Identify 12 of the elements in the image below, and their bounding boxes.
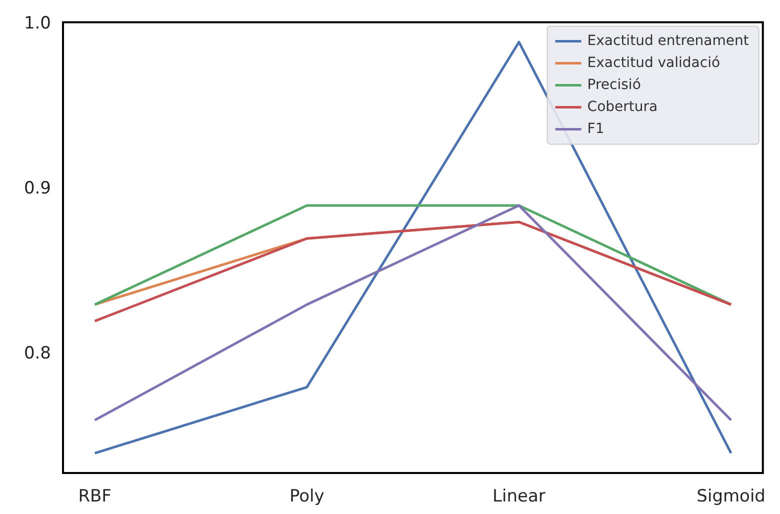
legend-label: Precisió [587,76,641,93]
y-tick-label: 1.0 [24,13,51,34]
y-tick-label: 0.8 [24,344,51,364]
legend-label: Cobertura [587,98,658,115]
x-tick-label: RBF [78,486,112,507]
x-tick-label: Linear [492,486,546,507]
x-tick-label: Poly [289,486,324,507]
legend-label: Exactitud validació [587,54,720,71]
y-tick-label: 0.9 [24,178,51,198]
legend-label: F1 [587,120,604,137]
legend-label: Exactitud entrenament [587,32,750,49]
x-tick-label: Sigmoid [696,486,766,507]
